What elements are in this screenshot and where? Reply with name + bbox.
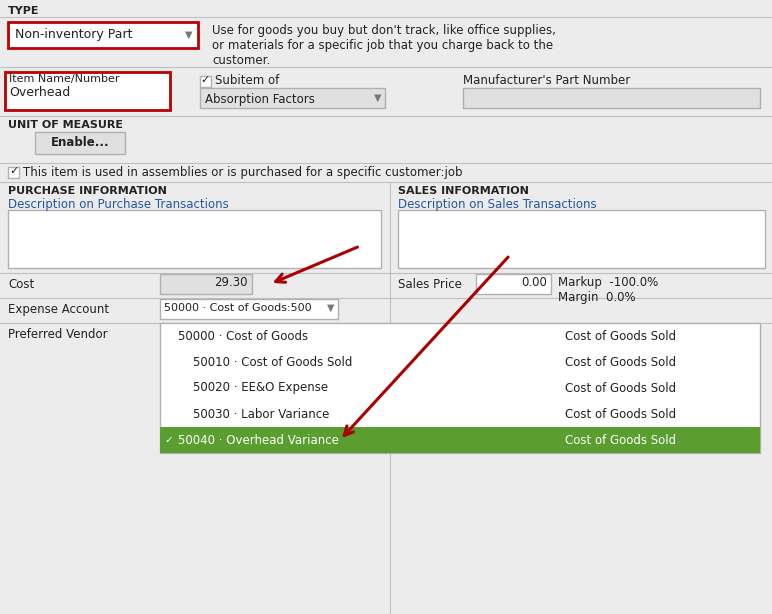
Text: ✓: ✓ — [200, 75, 209, 85]
Text: SALES INFORMATION: SALES INFORMATION — [398, 186, 529, 196]
Bar — [160, 323, 760, 453]
Text: ✓: ✓ — [9, 166, 19, 176]
Text: Enable...: Enable... — [51, 136, 110, 149]
Text: Item Name/Number: Item Name/Number — [9, 74, 120, 84]
Text: Manufacturer's Part Number: Manufacturer's Part Number — [463, 74, 630, 87]
Text: 50040 · Overhead Variance: 50040 · Overhead Variance — [178, 433, 339, 446]
Text: This item is used in assemblies or is purchased for a specific customer:job: This item is used in assemblies or is pu… — [23, 166, 462, 179]
Bar — [160, 274, 252, 294]
Bar — [8, 167, 19, 178]
Text: Cost of Goods Sold: Cost of Goods Sold — [565, 433, 676, 446]
Text: Cost of Goods Sold: Cost of Goods Sold — [565, 408, 676, 421]
Text: 50010 · Cost of Goods Sold: 50010 · Cost of Goods Sold — [178, 356, 352, 368]
Bar — [200, 88, 385, 108]
Text: 0.00: 0.00 — [521, 276, 547, 289]
Text: PURCHASE INFORMATION: PURCHASE INFORMATION — [8, 186, 167, 196]
Text: Non-inventory Part: Non-inventory Part — [15, 28, 133, 41]
Text: Cost of Goods Sold: Cost of Goods Sold — [565, 356, 676, 368]
Bar — [200, 76, 211, 87]
Text: ✓: ✓ — [164, 435, 173, 445]
Text: ▼: ▼ — [327, 303, 334, 313]
Text: ▼: ▼ — [374, 93, 381, 103]
Text: UNIT OF MEASURE: UNIT OF MEASURE — [8, 120, 123, 130]
Text: Overhead: Overhead — [9, 86, 70, 99]
Text: Cost of Goods Sold: Cost of Goods Sold — [565, 381, 676, 395]
Text: TYPE: TYPE — [8, 6, 39, 16]
Text: Preferred Vendor: Preferred Vendor — [8, 328, 107, 341]
Text: Expense Account: Expense Account — [8, 303, 109, 316]
Text: 50020 · EE&O Expense: 50020 · EE&O Expense — [178, 381, 328, 395]
Bar — [8, 210, 381, 268]
Text: 50030 · Labor Variance: 50030 · Labor Variance — [178, 408, 330, 421]
Bar — [5, 72, 170, 110]
Bar — [476, 274, 551, 294]
Text: Subitem of: Subitem of — [215, 74, 279, 87]
Text: Absorption Factors: Absorption Factors — [205, 93, 315, 106]
Text: Use for goods you buy but don't track, like office supplies,
or materials for a : Use for goods you buy but don't track, l… — [212, 24, 556, 67]
Text: Markup  -100.0%
Margin  0.0%: Markup -100.0% Margin 0.0% — [558, 276, 659, 304]
Bar — [160, 299, 338, 319]
Text: 50000 · Cost of Goods: 50000 · Cost of Goods — [178, 330, 308, 343]
Text: Sales Price: Sales Price — [398, 278, 462, 291]
Bar — [398, 210, 765, 268]
Text: Cost: Cost — [8, 278, 34, 291]
Text: 29.30: 29.30 — [215, 276, 248, 289]
Bar — [463, 88, 760, 108]
Text: 50000 · Cost of Goods:500: 50000 · Cost of Goods:500 — [164, 303, 312, 313]
Text: ▼: ▼ — [185, 30, 192, 40]
Text: Description on Sales Transactions: Description on Sales Transactions — [398, 198, 597, 211]
Bar — [35, 132, 125, 154]
Text: Description on Purchase Transactions: Description on Purchase Transactions — [8, 198, 229, 211]
Bar — [160, 427, 760, 453]
Text: Cost of Goods Sold: Cost of Goods Sold — [565, 330, 676, 343]
Bar — [8, 22, 198, 48]
